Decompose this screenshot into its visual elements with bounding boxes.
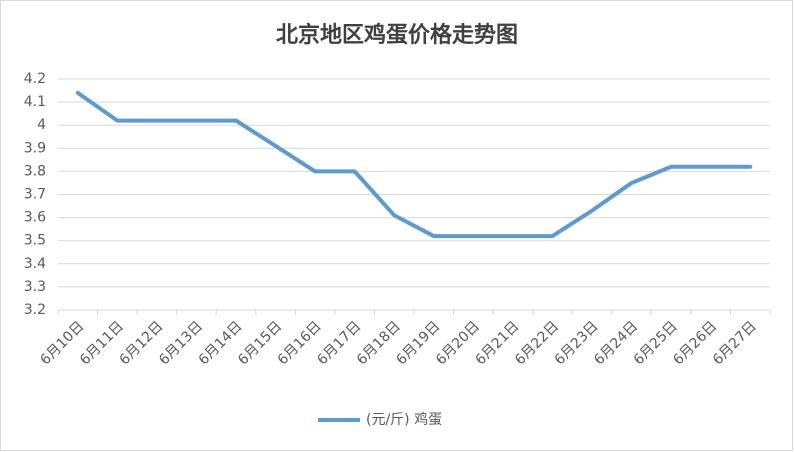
y-tick-label: 3.8	[24, 163, 46, 179]
y-tick-label: 4	[37, 117, 46, 133]
y-tick-label: 3.5	[24, 233, 46, 249]
y-tick-label: 3.9	[24, 140, 46, 156]
y-tick-label: 3.4	[24, 256, 46, 272]
chart-title: 北京地区鸡蛋价格走势图	[276, 22, 518, 48]
y-tick-label: 3.2	[24, 302, 46, 318]
y-tick-label: 4.1	[24, 94, 46, 110]
y-tick-label: 3.7	[24, 187, 46, 203]
line	[75, 90, 753, 239]
y-tick-label: 3.3	[24, 279, 46, 295]
y-tick-label: 4.2	[24, 71, 46, 87]
y-tick-label: 3.6	[24, 210, 46, 226]
legend-label: (元/斤) 鸡蛋	[366, 411, 442, 428]
